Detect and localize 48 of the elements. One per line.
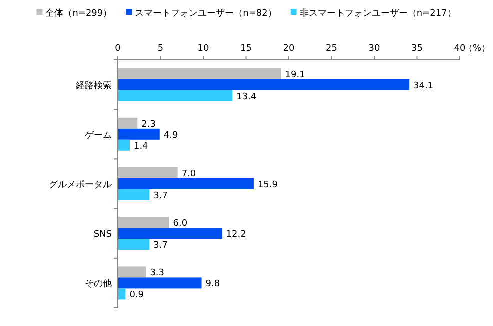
bar bbox=[118, 168, 178, 178]
bar bbox=[118, 178, 254, 190]
y-tick-label: SNS bbox=[94, 230, 112, 240]
data-label: 4.9 bbox=[164, 130, 178, 141]
data-label: 3.3 bbox=[150, 268, 165, 279]
data-label: 12.2 bbox=[226, 230, 246, 240]
data-label: 3.7 bbox=[154, 241, 168, 252]
x-tick-label: 10 bbox=[198, 44, 210, 54]
bar bbox=[118, 190, 150, 200]
x-tick-label: 0 bbox=[115, 44, 122, 54]
x-tick-label: 35 bbox=[412, 44, 423, 54]
data-label: 0.9 bbox=[130, 290, 144, 301]
x-tick-label: 40 bbox=[454, 44, 466, 54]
y-tick-label: 経路検索 bbox=[75, 80, 112, 92]
data-label: 34.1 bbox=[414, 81, 434, 92]
bar bbox=[118, 228, 222, 240]
bar bbox=[118, 217, 170, 228]
data-label: 15.9 bbox=[258, 180, 278, 190]
data-label: 7.0 bbox=[182, 170, 196, 180]
data-label: 1.4 bbox=[134, 142, 149, 152]
data-label: 13.4 bbox=[236, 92, 257, 102]
bar bbox=[118, 68, 282, 80]
y-tick-label: その他 bbox=[85, 278, 112, 290]
x-axis-title: （%） bbox=[464, 44, 491, 54]
bar bbox=[118, 239, 150, 250]
y-tick-label: ゲーム bbox=[85, 130, 112, 141]
legend-label: スマートフォンユーザー（n=82） bbox=[135, 8, 277, 19]
data-label: 3.7 bbox=[154, 192, 168, 202]
bar bbox=[118, 140, 130, 151]
data-label: 19.1 bbox=[285, 70, 306, 80]
bar bbox=[118, 266, 146, 278]
x-tick-label: 15 bbox=[240, 44, 252, 54]
x-tick-label: 30 bbox=[368, 44, 380, 54]
bar bbox=[118, 278, 202, 289]
x-tick-label: 20 bbox=[283, 44, 295, 54]
x-tick-label: 25 bbox=[326, 44, 338, 54]
legend-label: 全体（n=299） bbox=[46, 8, 112, 19]
y-tick-label: グルメポータル bbox=[49, 180, 112, 190]
bar bbox=[118, 90, 233, 102]
bar bbox=[118, 128, 160, 140]
data-label: 6.0 bbox=[173, 219, 188, 230]
bar bbox=[118, 79, 410, 90]
bar bbox=[118, 288, 126, 300]
x-tick-label: 5 bbox=[158, 44, 164, 54]
data-label: 9.8 bbox=[206, 280, 220, 290]
legend-label: 非スマートフォンユーザー（n=217） bbox=[300, 8, 456, 19]
data-label: 2.3 bbox=[142, 120, 156, 130]
bar bbox=[118, 118, 138, 129]
